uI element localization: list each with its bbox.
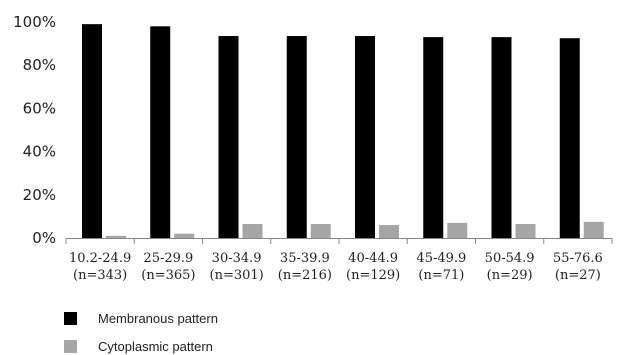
x-tick-count-label: (n=29) — [487, 268, 533, 283]
x-tick-label: 25-29.9 — [143, 251, 193, 266]
bar-cytoplasmic — [310, 223, 331, 238]
bar-cytoplasmic — [379, 225, 399, 238]
bar-membranous — [423, 37, 444, 239]
y-tick-label: 100% — [13, 13, 56, 31]
y-tick-label: 20% — [23, 186, 56, 204]
bars — [82, 24, 604, 239]
legend-label-membranous: Membranous pattern — [98, 311, 218, 326]
bar-membranous — [218, 36, 239, 238]
x-axis: 10.2-24.9 (n=343) 25-29.9 (n=365) 30-34.9 (n=… — [65, 238, 613, 283]
x-tick-count-label: (n=301) — [210, 268, 264, 283]
x-tick-label: 10.2-24.9 — [69, 251, 131, 266]
bar-cytoplasmic — [242, 223, 263, 238]
x-tick-label: 30-34.9 — [212, 251, 262, 266]
x-tick-label: 45-49.9 — [416, 251, 466, 266]
x-tick-label: 40-44.9 — [348, 251, 398, 266]
legend-swatch-membranous — [64, 312, 77, 325]
y-tick-label: 60% — [23, 99, 56, 117]
x-tick-count-label: (n=343) — [73, 268, 127, 283]
bar-cytoplasmic — [174, 233, 195, 238]
y-axis: 0% 20% 40% 60% 80% 100% — [13, 13, 56, 247]
legend: Membranous pattern Cytoplasmic pattern — [64, 311, 218, 354]
bar-membranous — [491, 37, 512, 239]
legend-swatch-cytoplasmic — [64, 340, 77, 353]
x-tick-count-label: (n=71) — [418, 268, 464, 283]
y-tick-label: 80% — [23, 56, 56, 74]
bar-membranous — [150, 26, 171, 238]
x-tick-label: 35-39.9 — [280, 251, 330, 266]
bar-membranous — [286, 36, 307, 238]
y-tick-label: 0% — [32, 229, 56, 247]
bar-cytoplasmic — [447, 222, 468, 238]
x-tick-label: 50-54.9 — [485, 251, 535, 266]
bar-cytoplasmic — [106, 235, 126, 238]
x-tick-count-label: (n=129) — [346, 268, 400, 283]
bar-membranous — [82, 24, 102, 238]
y-tick-label: 40% — [23, 143, 56, 161]
bar-membranous — [355, 36, 375, 238]
x-tick-count-label: (n=27) — [555, 268, 601, 283]
bar-cytoplasmic — [515, 223, 536, 238]
x-tick-count-label: (n=216) — [278, 268, 332, 283]
bar-membranous — [559, 38, 580, 239]
legend-label-cytoplasmic: Cytoplasmic pattern — [98, 339, 213, 354]
x-tick-label: 55-76.6 — [553, 251, 603, 266]
bar-cytoplasmic — [583, 221, 604, 238]
x-tick-count-label: (n=365) — [141, 268, 195, 283]
